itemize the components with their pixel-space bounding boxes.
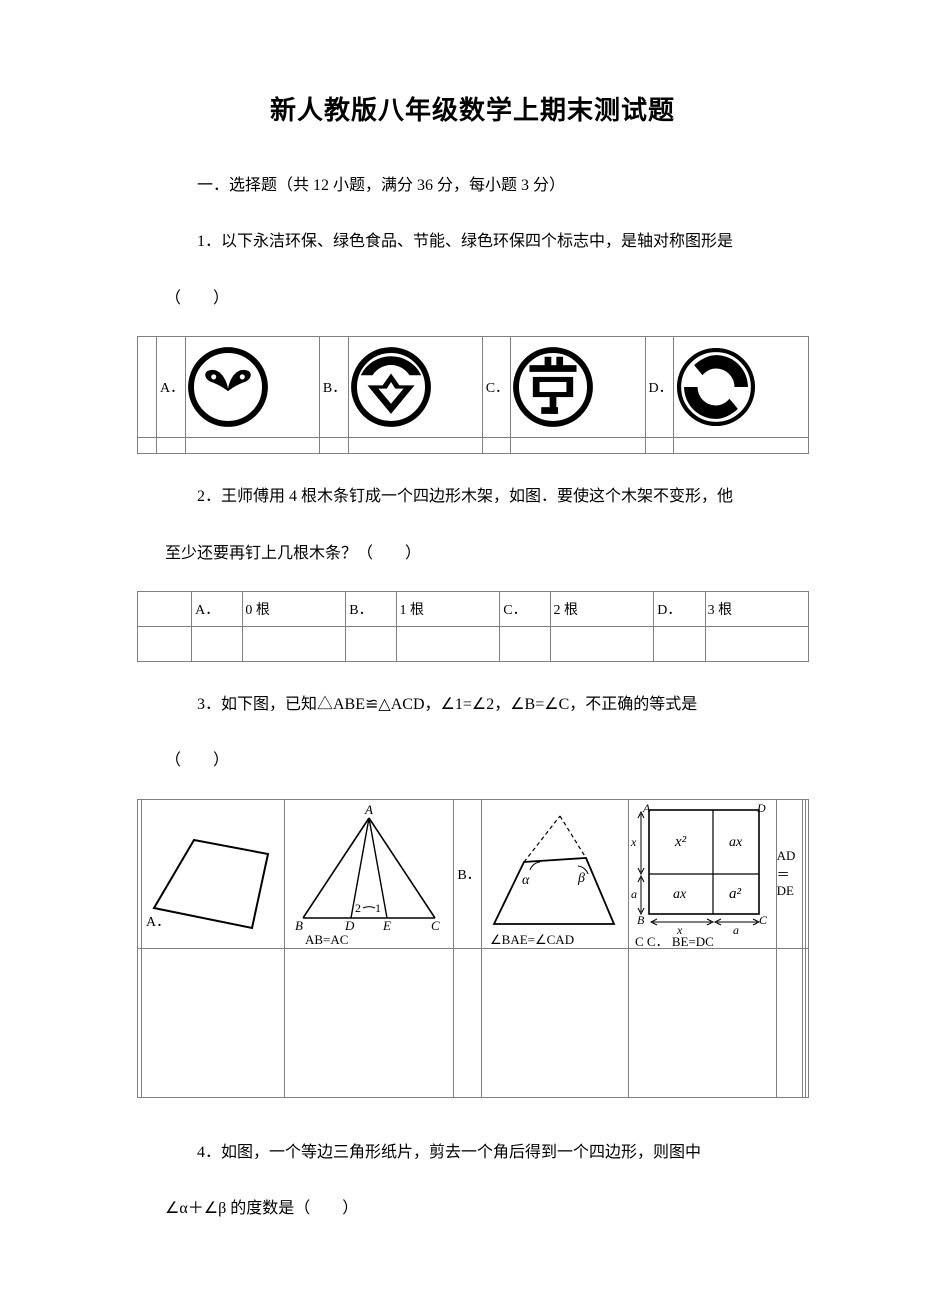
q3-caption-a: AB=AC	[305, 932, 348, 947]
q3-stem-line1: 3．如下图，已知△ABE≌△ACD，∠1=∠2，∠B=∠C，不正确的等式是	[165, 686, 790, 724]
table-row	[137, 438, 808, 454]
svg-text:x²: x²	[674, 834, 687, 850]
q3-caption-b: ∠BAE=∠CAD	[490, 932, 574, 947]
quadrilateral-icon: A．	[142, 800, 282, 948]
section-heading: 一．选择题（共 12 小题，满分 36 分，每小题 3 分）	[165, 167, 790, 205]
q3-options-table: A． A B C D	[137, 799, 809, 1098]
q4-stem-line1: 4．如图，一个等边三角形纸片，剪去一个角后得到一个四边形，则图中	[165, 1134, 790, 1172]
q1-options-table: A． B． C．	[137, 336, 809, 454]
logo-a-icon	[186, 345, 270, 429]
q2-options-table: A． 0 根 B． 1 根 C． 2 根 D． 3 根	[137, 591, 809, 662]
q2-option-a: 0 根	[243, 591, 346, 626]
svg-text:α: α	[522, 873, 530, 888]
q1-label-c: C．	[482, 337, 511, 438]
body-content: 一．选择题（共 12 小题，满分 36 分，每小题 3 分） 1．以下永洁环保、…	[165, 167, 790, 318]
area-model-diagram: x² ax ax a² A D B C x	[629, 800, 775, 948]
q3-cell-b-figure: A B C D E 2 1 AB=AC	[284, 799, 453, 948]
svg-text:a: a	[733, 923, 739, 937]
svg-text:D: D	[344, 918, 355, 933]
q2-label-a: A．	[192, 591, 243, 626]
q1-stem-line2: （ ）	[165, 280, 790, 318]
svg-text:a: a	[631, 887, 637, 901]
logo-c-icon	[511, 345, 595, 429]
table-row: A． A B C D	[137, 799, 808, 948]
q3-cell-c-figure: α β ∠BAE=∠CAD	[481, 799, 628, 948]
q2-stem-line1: 2．王师傅用 4 根木条钉成一个四边形木架，如图．要使这个木架不变形，他	[165, 478, 790, 516]
q2-stem-line2: 至少还要再钉上几根木条？（ ）	[165, 535, 790, 573]
table-row	[137, 626, 808, 661]
triangle-abe-acd-diagram: A B C D E 2 1 AB=AC	[285, 800, 453, 948]
svg-text:a²: a²	[729, 886, 742, 902]
q3-label-c: C C．	[635, 934, 669, 948]
q1-option-d-image	[674, 337, 808, 438]
page-title: 新人教版八年级数学上期末测试题	[0, 90, 945, 127]
svg-text:A: A	[364, 802, 373, 817]
body-content-4: 4．如图，一个等边三角形纸片，剪去一个角后得到一个四边形，则图中 ∠α＋∠β 的…	[165, 1134, 790, 1229]
logo-b-icon	[349, 345, 433, 429]
q1-label-a: A．	[156, 337, 185, 438]
table-row: A． B． C．	[137, 337, 808, 438]
q2-label-b: B．	[346, 591, 397, 626]
q1-stem-line1: 1．以下永洁环保、绿色食品、节能、绿色环保四个标志中，是轴对称图形是	[165, 223, 790, 261]
body-content-2: 2．王师傅用 4 根木条钉成一个四边形木架，如图．要使这个木架不变形，他 至少还…	[165, 478, 790, 573]
q1-label-d: D．	[645, 337, 674, 438]
q2-label-d: D．	[654, 591, 705, 626]
svg-text:E: E	[382, 918, 391, 933]
q1-option-a-image	[185, 337, 319, 438]
svg-text:2: 2	[355, 901, 361, 915]
svg-text:ax: ax	[729, 835, 743, 850]
q1-option-b-image	[348, 337, 482, 438]
svg-text:A: A	[642, 801, 651, 815]
q3-label-b: B．	[454, 799, 481, 948]
q3-caption-c: BE=DC	[672, 934, 714, 948]
q3-label-a: A．	[146, 915, 170, 930]
svg-text:x: x	[630, 835, 637, 849]
svg-text:C: C	[759, 913, 768, 927]
logo-d-icon	[674, 345, 758, 429]
q1-label-b: B．	[319, 337, 348, 438]
q2-option-c: 2 根	[551, 591, 654, 626]
svg-text:C: C	[431, 918, 440, 933]
q1-option-c-image	[511, 337, 645, 438]
q2-option-b: 1 根	[397, 591, 500, 626]
cut-triangle-diagram: α β ∠BAE=∠CAD	[482, 800, 628, 948]
svg-text:β: β	[577, 871, 585, 886]
svg-text:ax: ax	[673, 887, 687, 902]
svg-text:C C． BE=DC: C C． BE=DC	[635, 934, 714, 948]
svg-text:1: 1	[375, 901, 381, 915]
page-root: 新人教版八年级数学上期末测试题 一．选择题（共 12 小题，满分 36 分，每小…	[0, 0, 945, 1307]
q3-cell-a: A．	[141, 799, 284, 948]
body-content-3: 3．如下图，已知△ABE≌△ACD，∠1=∠2，∠B=∠C，不正确的等式是 （ …	[165, 686, 790, 781]
q3-cell-d-figure: x² ax ax a² A D B C x	[629, 799, 776, 948]
q2-option-d: 3 根	[705, 591, 808, 626]
svg-text:D: D	[756, 801, 766, 815]
svg-text:B: B	[295, 918, 303, 933]
table-row	[137, 948, 808, 1097]
q3-caption-d: AD＝DE	[776, 799, 802, 948]
q2-label-c: C．	[500, 591, 551, 626]
q3-stem-line2: （ ）	[165, 742, 790, 780]
table-row: A． 0 根 B． 1 根 C． 2 根 D． 3 根	[137, 591, 808, 626]
